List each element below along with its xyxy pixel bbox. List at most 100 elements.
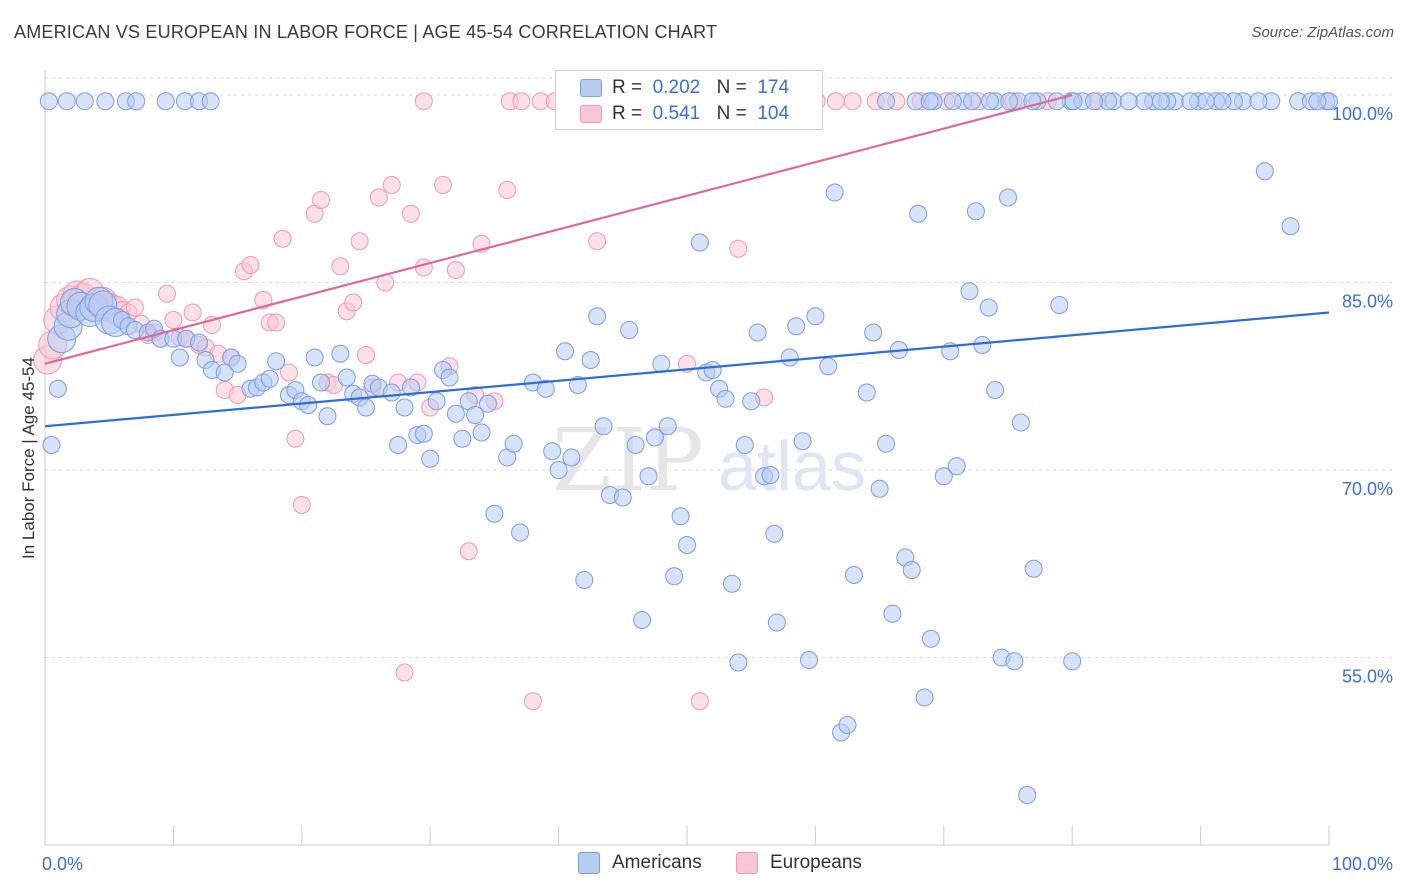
european-point (369, 188, 388, 207)
american-point (825, 183, 844, 202)
european-point (395, 663, 414, 682)
american-point (1196, 92, 1215, 111)
american-point (652, 354, 671, 373)
n-value-europeans: 104 (757, 103, 790, 124)
american-point (466, 406, 485, 424)
american-point (671, 507, 690, 526)
american-point (748, 323, 767, 342)
american-point (678, 536, 696, 554)
american-point (765, 524, 784, 543)
american-point (267, 352, 286, 371)
american-point (414, 424, 433, 443)
r-value-europeans: 0.541 (652, 103, 701, 124)
american-point (864, 323, 883, 342)
x-tick-label-min: 0.0% (42, 854, 83, 874)
european-point (241, 256, 260, 274)
american-point (201, 92, 220, 111)
american-point (947, 457, 966, 476)
y-tick-label: 55.0% (1342, 667, 1393, 687)
y-tick-label: 70.0% (1342, 479, 1393, 499)
american-point (620, 321, 639, 339)
n-value-americans: 174 (757, 77, 790, 98)
series-legend: Americans Europeans (0, 852, 1406, 878)
x-tick-label-max: 100.0% (1332, 854, 1393, 874)
american-point (48, 379, 67, 398)
american-point (981, 92, 1000, 111)
trend-lines (44, 93, 1330, 428)
axes (44, 70, 1330, 846)
american-point (1281, 217, 1300, 236)
american-point (645, 428, 664, 447)
american-point (594, 417, 613, 436)
american-point (838, 716, 857, 734)
european-point (292, 496, 311, 514)
american-point (1135, 92, 1154, 111)
european-point (588, 232, 607, 251)
american-point (716, 389, 735, 408)
american-point (1255, 162, 1274, 181)
american-point (1249, 92, 1268, 111)
american-point (575, 571, 594, 589)
american-point (819, 357, 838, 376)
american-point (761, 466, 780, 484)
american-point (787, 317, 806, 336)
american-point (1000, 92, 1019, 111)
european-point (344, 293, 363, 312)
american-point (536, 379, 555, 398)
american-point (1050, 296, 1069, 314)
american-point (973, 336, 992, 354)
american-point (472, 423, 491, 442)
american-point (915, 688, 934, 707)
american-point (318, 407, 337, 426)
source-label: Source: ZipAtlas.com (1251, 24, 1394, 41)
european-point (157, 284, 176, 303)
american-point (305, 348, 324, 367)
y-tick-labels: 55.0% 70.0% 85.0% 100.0% (1332, 104, 1393, 687)
american-point (299, 396, 318, 414)
american-point (921, 629, 940, 648)
american-point (729, 653, 748, 672)
american-point (767, 613, 786, 632)
american-point (1024, 559, 1043, 578)
n-label: N = (716, 103, 747, 124)
american-point (793, 432, 812, 451)
european-point (729, 239, 748, 258)
american-point (1063, 652, 1082, 671)
american-point (806, 307, 825, 326)
american-point (127, 92, 146, 111)
american-point (626, 436, 645, 454)
american-point (735, 436, 754, 454)
american-point (943, 92, 962, 111)
european-point (414, 258, 433, 277)
european-point (312, 191, 331, 209)
american-point (870, 479, 889, 498)
y-axis-label: In Labor Force | Age 45-54 (19, 357, 38, 559)
american-point (909, 204, 928, 223)
american-point (549, 461, 568, 479)
american-point (1308, 92, 1327, 111)
american-point (389, 436, 408, 454)
european-point (125, 298, 144, 317)
american-point (963, 92, 982, 111)
american-point (581, 351, 600, 369)
american-point (1018, 786, 1037, 804)
r-label: R = (612, 103, 643, 124)
american-point (960, 282, 979, 301)
american-point (799, 651, 818, 669)
american-point (485, 504, 504, 523)
american-point (562, 448, 581, 467)
legend-swatch-americans (578, 852, 600, 874)
european-point (382, 176, 401, 194)
american-point (401, 378, 420, 397)
european-point (498, 181, 517, 199)
american-point (742, 392, 761, 411)
american-point (1011, 413, 1030, 432)
americans-trend-line (44, 311, 1330, 428)
european-point (273, 229, 292, 248)
american-point (1119, 92, 1138, 111)
americans-swatch (580, 79, 602, 97)
american-point (999, 188, 1017, 207)
american-point (331, 344, 350, 363)
legend-label-americans: Americans (612, 852, 702, 873)
american-point (934, 467, 953, 486)
